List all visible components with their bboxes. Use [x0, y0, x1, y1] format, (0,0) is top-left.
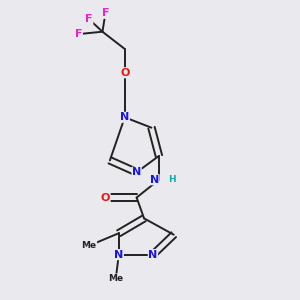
Text: N: N: [114, 250, 123, 260]
Text: F: F: [75, 29, 82, 39]
Text: F: F: [102, 8, 109, 18]
Text: H: H: [169, 175, 176, 184]
Text: Me: Me: [82, 241, 97, 250]
Text: Me: Me: [108, 274, 123, 283]
Text: O: O: [120, 68, 129, 78]
Text: N: N: [150, 175, 159, 185]
Text: F: F: [85, 14, 93, 24]
Text: N: N: [120, 112, 129, 122]
Text: O: O: [101, 193, 110, 202]
Text: N: N: [148, 250, 158, 260]
Text: N: N: [132, 167, 141, 177]
